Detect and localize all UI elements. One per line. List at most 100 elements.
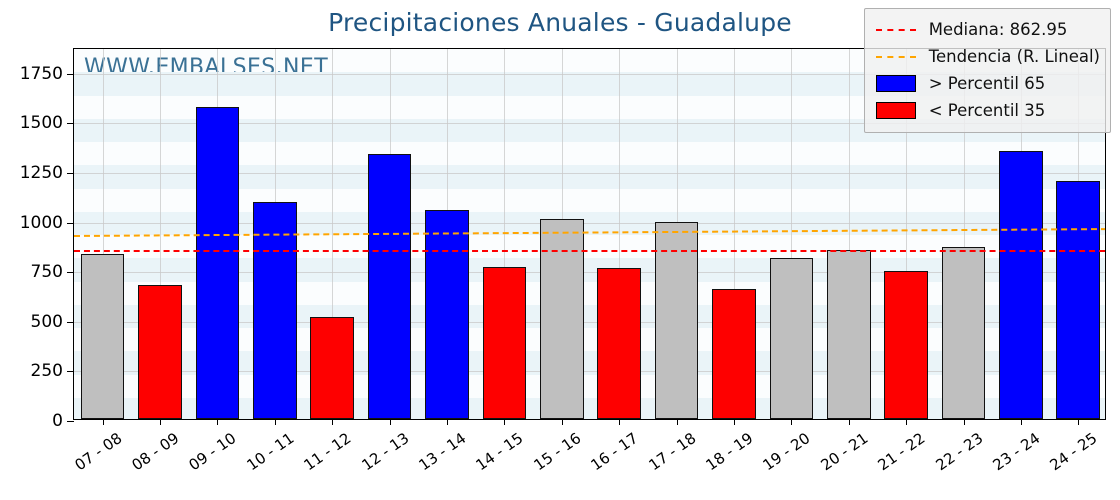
bar-10-11[interactable] (253, 202, 297, 419)
x-axis-tick-label: 11 - 12 (300, 429, 355, 475)
median-line (74, 249, 1105, 252)
bar-19-20[interactable] (769, 257, 814, 419)
bar-24-25[interactable] (1056, 181, 1101, 419)
x-axis-tick (561, 419, 563, 425)
y-axis-tick (67, 222, 74, 224)
y-axis-tick (67, 421, 74, 422)
gridline-horizontal (74, 371, 1105, 373)
gridline-horizontal (74, 272, 1105, 274)
median-line-key-icon (874, 28, 918, 31)
x-axis-tick-label: 10 - 11 (243, 429, 298, 475)
legend-item-percentil-35: < Percentil 35 (874, 97, 1100, 124)
background-band (74, 72, 1105, 96)
gridline-vertical (160, 49, 161, 419)
bar-15-16[interactable] (539, 218, 584, 419)
gridline-horizontal (74, 123, 1105, 125)
bar-09-10[interactable] (195, 107, 240, 419)
x-axis-tick-label: 22 - 23 (931, 429, 986, 475)
legend-item-label: Mediana: 862.95 (928, 20, 1068, 39)
gridline-horizontal (74, 222, 1105, 224)
x-axis-tick (447, 419, 449, 425)
x-axis-tick-label: 07 - 08 (71, 429, 126, 475)
y-axis-tick (67, 73, 74, 75)
gridline-vertical (332, 49, 333, 419)
bar-14-15[interactable] (482, 267, 527, 419)
bar-17-18[interactable] (654, 222, 699, 419)
y-axis-tick-label: 1000 (19, 212, 63, 233)
x-axis-tick-label: 09 - 10 (185, 429, 240, 475)
y-axis-tick (67, 272, 74, 274)
y-axis-tick-label: 250 (30, 361, 63, 382)
bar-16-17[interactable] (597, 267, 641, 419)
x-axis-tick (791, 419, 793, 425)
y-axis-tick-label: 1500 (19, 113, 63, 134)
x-axis-tick (963, 419, 965, 425)
x-axis-tick (160, 419, 162, 425)
bar-08-09[interactable] (138, 284, 182, 419)
x-axis-tick-label: 17 - 18 (645, 429, 699, 475)
legend-item-label: > Percentil 65 (928, 74, 1046, 93)
y-axis-tick (67, 371, 74, 373)
x-axis-tick-label: 12 - 13 (358, 429, 412, 475)
x-axis-tick-label: 24 - 25 (1046, 429, 1101, 475)
x-axis-tick (906, 419, 908, 425)
bar-21-22[interactable] (884, 271, 928, 419)
x-axis-tick-label: 18 - 19 (702, 429, 757, 475)
x-axis-tick-label: 21 - 22 (874, 429, 929, 475)
gridline-vertical (849, 49, 850, 419)
gridline-vertical (791, 49, 792, 419)
x-axis-tick-label: 23 - 24 (989, 429, 1044, 475)
x-axis-tick-label: 20 - 21 (817, 429, 872, 475)
gridline-vertical (964, 49, 965, 419)
gridline-vertical (734, 49, 735, 419)
x-axis-tick-label: 15 - 16 (530, 429, 585, 475)
gridline-vertical (103, 49, 104, 419)
y-axis-tick-label: 0 (52, 411, 63, 431)
y-axis-tick-label: 1250 (19, 163, 63, 183)
gridline-horizontal (74, 173, 1105, 174)
bar-07-08[interactable] (80, 253, 125, 419)
y-axis-tick-label: 500 (30, 311, 63, 332)
x-axis-tick (217, 419, 219, 425)
x-axis-tick (274, 419, 276, 425)
bar-13-14[interactable] (425, 209, 469, 419)
blue-patch-key-icon (874, 75, 918, 92)
legend-item-label: < Percentil 35 (928, 101, 1046, 120)
x-axis-tick (332, 419, 334, 425)
y-axis-tick-label: 750 (30, 262, 63, 283)
x-axis-tick-label: 19 - 20 (759, 429, 814, 475)
x-axis-tick-label: 13 - 14 (415, 429, 470, 475)
legend-item-median: Mediana: 862.95 (874, 16, 1100, 43)
background-band (74, 118, 1105, 142)
x-axis-tick-label: 08 - 09 (128, 429, 183, 475)
gridline-horizontal (74, 321, 1105, 323)
legend-item-label: Tendencia (R. Lineal) (928, 47, 1100, 66)
chart-title: Precipitaciones Anuales - Guadalupe (328, 8, 792, 37)
legend-item-percentil-65: > Percentil 65 (874, 70, 1100, 97)
plot-inner: WWW.EMBALSES.NET (74, 49, 1105, 419)
legend-item-trend: Tendencia (R. Lineal) (874, 43, 1100, 70)
bar-18-19[interactable] (712, 288, 756, 419)
x-axis-tick (389, 419, 391, 425)
x-axis-tick (504, 419, 506, 425)
bar-22-23[interactable] (941, 246, 986, 419)
red-patch-key-icon (874, 102, 918, 119)
y-axis-tick-label: 1750 (19, 63, 63, 84)
bar-20-21[interactable] (826, 249, 871, 419)
x-axis-tick (848, 419, 850, 425)
background-band (74, 165, 1105, 189)
gridline-vertical (619, 49, 620, 419)
bar-23-24[interactable] (999, 150, 1043, 419)
x-axis-tick (733, 419, 735, 425)
x-axis-tick (619, 419, 621, 425)
bar-11-12[interactable] (310, 316, 355, 419)
bar-12-13[interactable] (367, 154, 412, 419)
x-axis-tick-label: 14 - 15 (472, 429, 527, 475)
x-axis-tick (102, 419, 104, 425)
x-axis-tick (676, 419, 678, 425)
chart-legend: Mediana: 862.95 Tendencia (R. Lineal) > … (863, 8, 1111, 133)
y-axis-tick (67, 123, 74, 125)
x-axis-tick (1078, 419, 1080, 425)
gridline-vertical (906, 49, 907, 419)
